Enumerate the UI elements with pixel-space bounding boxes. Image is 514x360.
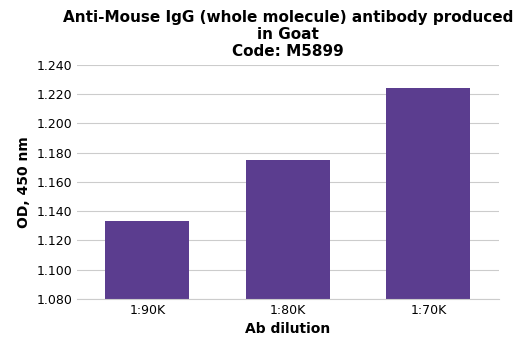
Title: Anti-Mouse IgG (whole molecule) antibody produced
in Goat
Code: M5899: Anti-Mouse IgG (whole molecule) antibody… xyxy=(63,10,513,59)
Y-axis label: OD, 450 nm: OD, 450 nm xyxy=(17,136,31,228)
Bar xyxy=(105,221,190,299)
Bar xyxy=(386,88,470,299)
Bar xyxy=(246,160,330,299)
X-axis label: Ab dilution: Ab dilution xyxy=(245,322,331,336)
